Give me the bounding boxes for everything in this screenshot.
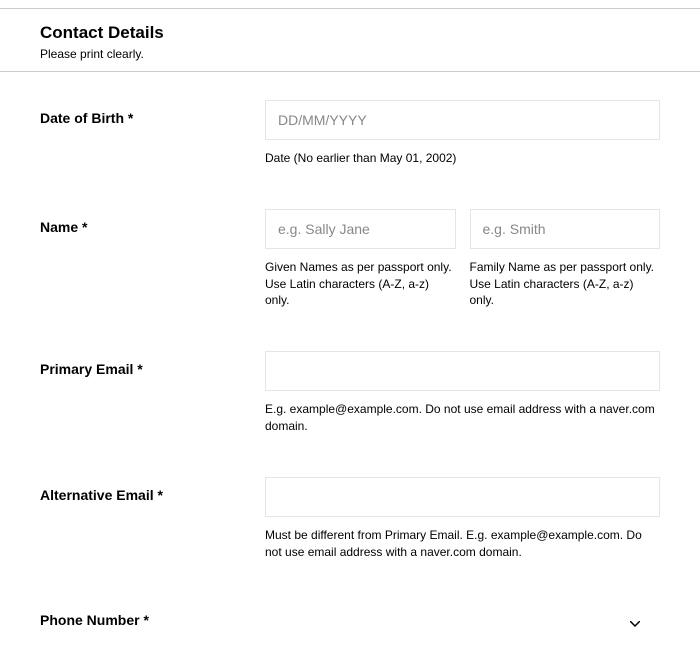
divider-below-header <box>0 71 700 72</box>
input-col: Date (No earlier than May 01, 2002) <box>265 100 660 167</box>
family-name-help: Family Name as per passport only. Use La… <box>470 259 661 309</box>
given-name-input[interactable] <box>265 209 456 249</box>
row-alt-email: Alternative Email * Must be different fr… <box>0 477 700 561</box>
row-phone: Phone Number * <box>0 602 700 630</box>
input-col: Given Names as per passport only. Use La… <box>265 209 660 309</box>
given-name-help: Given Names as per passport only. Use La… <box>265 259 456 309</box>
primary-email-group: E.g. example@example.com. Do not use ema… <box>265 351 660 435</box>
alt-email-input[interactable] <box>265 477 660 517</box>
alt-email-label: Alternative Email * <box>40 487 163 503</box>
dob-label: Date of Birth * <box>40 110 133 126</box>
row-name: Name * Given Names as per passport only.… <box>0 209 700 309</box>
contact-form-page: Contact Details Please print clearly. Da… <box>0 8 700 630</box>
row-dob: Date of Birth * Date (No earlier than Ma… <box>0 100 700 167</box>
label-col: Date of Birth * <box>40 100 265 128</box>
family-name-input[interactable] <box>470 209 661 249</box>
given-name-group: Given Names as per passport only. Use La… <box>265 209 456 309</box>
primary-email-help: E.g. example@example.com. Do not use ema… <box>265 401 660 435</box>
label-col: Alternative Email * <box>40 477 265 505</box>
name-label: Name * <box>40 219 87 235</box>
alt-email-group: Must be different from Primary Email. E.… <box>265 477 660 561</box>
input-col: E.g. example@example.com. Do not use ema… <box>265 351 660 435</box>
alt-email-help: Must be different from Primary Email. E.… <box>265 527 660 561</box>
label-col: Primary Email * <box>40 351 265 379</box>
phone-dropdown-chevron-wrap[interactable] <box>630 614 640 632</box>
row-primary-email: Primary Email * E.g. example@example.com… <box>0 351 700 435</box>
dob-help: Date (No earlier than May 01, 2002) <box>265 150 660 167</box>
primary-email-label: Primary Email * <box>40 361 143 377</box>
label-col: Phone Number * <box>40 602 265 630</box>
phone-label: Phone Number * <box>40 612 149 628</box>
section-header: Contact Details Please print clearly. <box>0 9 700 71</box>
section-title: Contact Details <box>40 23 660 43</box>
dob-input[interactable] <box>265 100 660 140</box>
family-name-group: Family Name as per passport only. Use La… <box>470 209 661 309</box>
section-subtitle: Please print clearly. <box>40 47 660 61</box>
label-col: Name * <box>40 209 265 237</box>
dob-group: Date (No earlier than May 01, 2002) <box>265 100 660 167</box>
input-col: Must be different from Primary Email. E.… <box>265 477 660 561</box>
chevron-down-icon <box>630 614 640 624</box>
primary-email-input[interactable] <box>265 351 660 391</box>
